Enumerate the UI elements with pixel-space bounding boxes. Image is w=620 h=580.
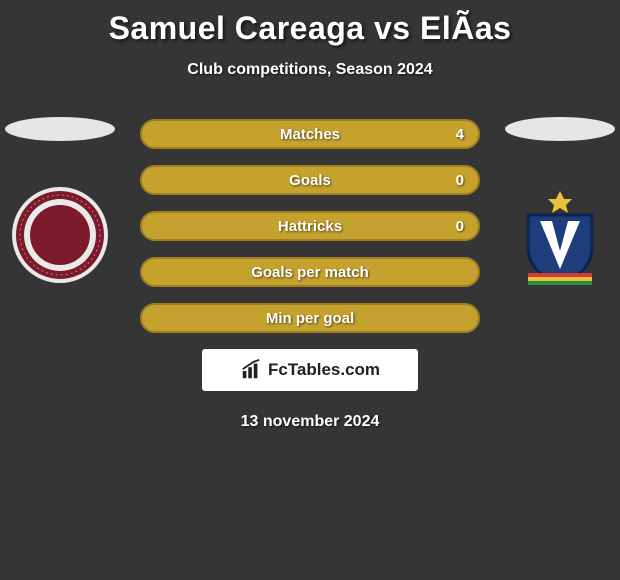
stat-row: Goals per match — [140, 257, 480, 287]
left-player-oval — [5, 117, 115, 141]
stat-row: Hattricks0 — [140, 211, 480, 241]
right-player-col — [500, 119, 620, 285]
chart-icon — [240, 359, 262, 381]
velez-crest-icon — [510, 185, 610, 285]
main-area: Matches4Goals0Hattricks0Goals per matchM… — [0, 119, 620, 431]
subtitle: Club competitions, Season 2024 — [0, 61, 620, 79]
right-player-oval — [505, 117, 615, 141]
stat-row: Min per goal — [140, 303, 480, 333]
stat-right-value: 4 — [404, 126, 464, 143]
date-text: 13 november 2024 — [0, 413, 620, 431]
right-crest — [510, 185, 610, 285]
page-title: Samuel Careaga vs ElÃ­as — [0, 0, 620, 47]
stat-right-value: 0 — [404, 218, 464, 235]
stat-row: Goals0 — [140, 165, 480, 195]
branding-box: FcTables.com — [202, 349, 418, 391]
lanus-crest-icon — [10, 185, 110, 285]
stat-label: Goals — [216, 172, 404, 189]
stat-label: Matches — [216, 126, 404, 143]
branding-text: FcTables.com — [268, 360, 380, 380]
stat-label: Min per goal — [216, 310, 404, 327]
stat-label: Hattricks — [216, 218, 404, 235]
stat-row: Matches4 — [140, 119, 480, 149]
left-crest — [10, 185, 110, 285]
left-player-col — [0, 119, 120, 285]
stat-label: Goals per match — [216, 264, 404, 281]
stats-list: Matches4Goals0Hattricks0Goals per matchM… — [140, 119, 480, 333]
stat-right-value: 0 — [404, 172, 464, 189]
